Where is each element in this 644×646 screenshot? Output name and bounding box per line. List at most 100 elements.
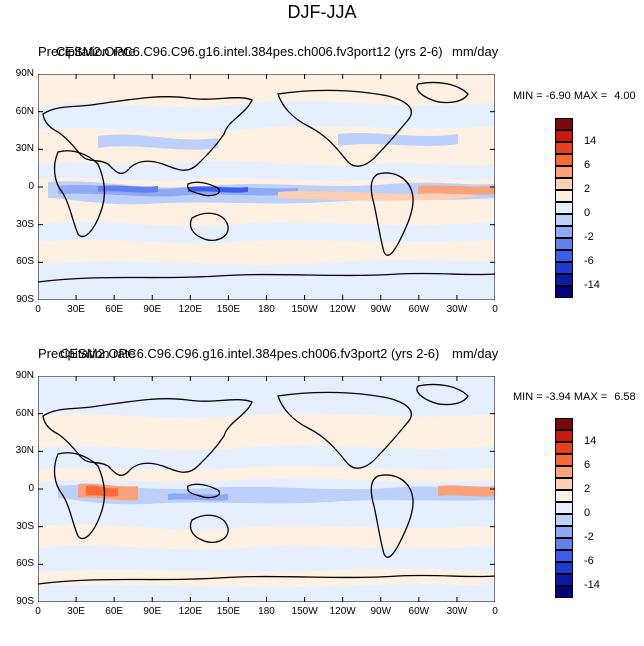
colorbar-label: -6 — [584, 255, 594, 267]
colorbar-box — [555, 274, 573, 286]
lon-tick-label: 150W — [291, 304, 318, 315]
colorbar-label: -14 — [584, 579, 600, 591]
colorbar — [555, 418, 573, 598]
colorbar-label: -14 — [584, 279, 600, 291]
colorbar-box — [555, 142, 573, 154]
lon-tick-label: 180 — [258, 304, 275, 315]
colorbar-label: 6 — [584, 459, 591, 471]
colorbar-box — [555, 478, 573, 490]
lon-tick-label: 0 — [35, 304, 41, 315]
lat-tick-label: 90N — [15, 68, 34, 79]
lon-tick-label: 0 — [492, 304, 498, 315]
lon-tick-label: 30E — [67, 304, 85, 315]
colorbar-box — [555, 130, 573, 142]
panel-right-title: mm/day — [452, 346, 499, 361]
max-value: 4.00 — [614, 90, 636, 102]
lat-tick-label: 0 — [28, 483, 34, 494]
lon-tick-label: 60W — [408, 606, 430, 617]
colorbar-label: 0 — [584, 207, 591, 219]
lon-tick-label: 90W — [370, 304, 392, 315]
colorbar-box — [555, 574, 573, 586]
lon-tick-label: 30W — [446, 606, 468, 617]
lat-tick-label: 60S — [16, 558, 34, 570]
lon-tick-label: 90E — [143, 606, 162, 617]
colorbar-label: 0 — [584, 507, 591, 519]
lon-tick-label: 60E — [105, 606, 124, 617]
colorbar-label: -2 — [584, 531, 594, 543]
colorbar-label: 2 — [584, 183, 591, 195]
lat-tick-label: 30S — [16, 218, 34, 230]
figure-title: DJF-JJA — [287, 2, 357, 22]
colorbar-box — [555, 490, 573, 502]
coastlines — [38, 383, 495, 585]
lon-tick-label: 0 — [492, 606, 498, 617]
colorbar-label: -6 — [584, 555, 594, 567]
colorbar-box — [555, 250, 573, 262]
coastlines — [38, 81, 495, 283]
colorbar-box — [555, 430, 573, 442]
lon-tick-label: 90W — [370, 606, 392, 617]
lon-tick-label: 30E — [67, 606, 85, 617]
lon-tick-label: 150W — [291, 606, 318, 617]
colorbar-box — [555, 166, 573, 178]
colorbar-box — [555, 238, 573, 250]
colorbar-box — [555, 562, 573, 574]
colorbar-label: 2 — [584, 483, 591, 495]
lon-tick-label: 30W — [446, 304, 468, 315]
lon-tick-label: 90E — [143, 304, 162, 315]
panel-left-title: Precipitation rate — [38, 346, 136, 361]
max-label: MAX = — [573, 90, 608, 102]
colorbar-box — [555, 286, 573, 298]
min-value: -3.94 — [545, 391, 571, 403]
precip-field — [38, 100, 495, 300]
lat-tick-label: 90N — [15, 370, 34, 381]
colorbar-box — [555, 442, 573, 454]
colorbar-box — [555, 454, 573, 466]
precip-map — [38, 376, 495, 602]
colorbar-box — [555, 202, 573, 214]
map-plot-area — [38, 376, 495, 602]
colorbar-box — [555, 514, 573, 526]
colorbar-box — [555, 118, 573, 130]
lat-tick-label: 30N — [15, 445, 34, 457]
lon-tick-label: 120E — [178, 304, 203, 315]
lon-tick-label: 150E — [216, 304, 241, 315]
panel-center-title: CESM2.OPC6.C96.C96.g16.intel.384pes.ch00… — [56, 44, 443, 59]
map-plot-area — [38, 74, 495, 300]
map-panel-1: Precipitation rate CESM2.OPC6.C96.C96.g1… — [0, 44, 644, 344]
colorbar-label: -2 — [584, 231, 594, 243]
lon-tick-label: 120W — [329, 606, 356, 617]
lon-tick-label: 60E — [105, 304, 124, 315]
panel-left-title: Precipitation rate — [38, 44, 136, 59]
min-max-readout: MIN = -3.94 MAX = 6.58 — [513, 391, 636, 403]
lon-tick-label: 120E — [178, 606, 203, 617]
min-max-readout: MIN = -6.90 MAX = 4.00 — [513, 90, 636, 102]
colorbar-box — [555, 190, 573, 202]
lat-tick-label: 90S — [16, 294, 34, 305]
min-label: MIN = — [513, 90, 543, 102]
lat-tick-label: 0 — [28, 181, 34, 192]
lat-tick-label: 60N — [15, 105, 34, 117]
colorbar-box — [555, 262, 573, 274]
colorbar-box — [555, 418, 573, 430]
precip-map — [38, 74, 495, 300]
colorbar-box — [555, 502, 573, 514]
colorbar-label: 14 — [584, 435, 597, 447]
colorbar-label: 6 — [584, 159, 591, 171]
lat-tick-label: 30S — [16, 520, 34, 532]
colorbar-box — [555, 526, 573, 538]
lat-tick-label: 30N — [15, 143, 34, 155]
colorbar-box — [555, 550, 573, 562]
min-value: -6.90 — [545, 90, 571, 102]
lon-tick-label: 150E — [216, 606, 241, 617]
colorbar-box — [555, 178, 573, 190]
colorbar-box — [555, 226, 573, 238]
lat-tick-label: 60N — [15, 407, 34, 419]
colorbar-box — [555, 586, 573, 598]
colorbar-label: 14 — [584, 135, 597, 147]
colorbar-box — [555, 538, 573, 550]
lon-tick-label: 180 — [258, 606, 275, 617]
min-label: MIN = — [513, 391, 543, 403]
precip-field — [38, 413, 495, 588]
colorbar-box — [555, 466, 573, 478]
